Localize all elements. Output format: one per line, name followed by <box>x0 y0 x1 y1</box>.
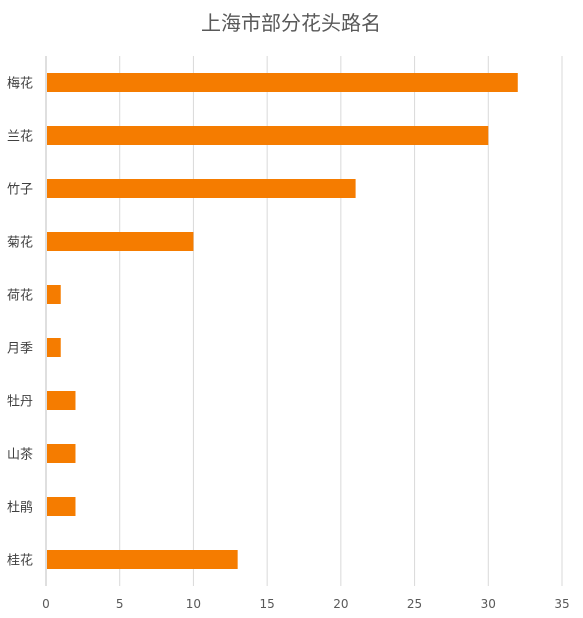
category-label: 桂花 <box>7 553 33 569</box>
chart-title: 上海市部分花头路名 <box>201 11 381 35</box>
x-tick-label: 15 <box>260 597 275 611</box>
category-label: 兰花 <box>7 129 33 145</box>
x-tick-label: 20 <box>333 597 348 611</box>
category-label: 月季 <box>7 342 33 357</box>
category-label: 杜鹃 <box>7 500 33 516</box>
x-tick-label: 10 <box>186 597 201 611</box>
category-label: 梅花 <box>7 76 33 92</box>
bar <box>47 285 61 304</box>
x-tick-label: 35 <box>554 597 569 611</box>
bar <box>47 391 76 410</box>
x-tick-label: 0 <box>42 597 50 611</box>
category-label: 山茶 <box>7 447 33 463</box>
category-label: 菊花 <box>7 235 33 251</box>
bar <box>47 126 489 145</box>
bars <box>47 73 518 569</box>
bar <box>47 550 238 569</box>
bar <box>47 338 61 357</box>
bar <box>47 73 518 92</box>
x-tick-label: 25 <box>407 597 422 611</box>
bar <box>47 497 76 516</box>
bar <box>47 179 356 198</box>
x-tick-label: 5 <box>116 597 124 611</box>
x-tick-label: 30 <box>481 597 496 611</box>
bar <box>47 232 194 251</box>
x-tick-labels: 0 5 10 15 20 25 30 35 <box>42 597 569 611</box>
category-label: 荷花 <box>7 288 33 304</box>
category-label: 竹子 <box>7 183 33 198</box>
bar <box>47 444 76 463</box>
category-label: 牡丹 <box>7 395 33 410</box>
